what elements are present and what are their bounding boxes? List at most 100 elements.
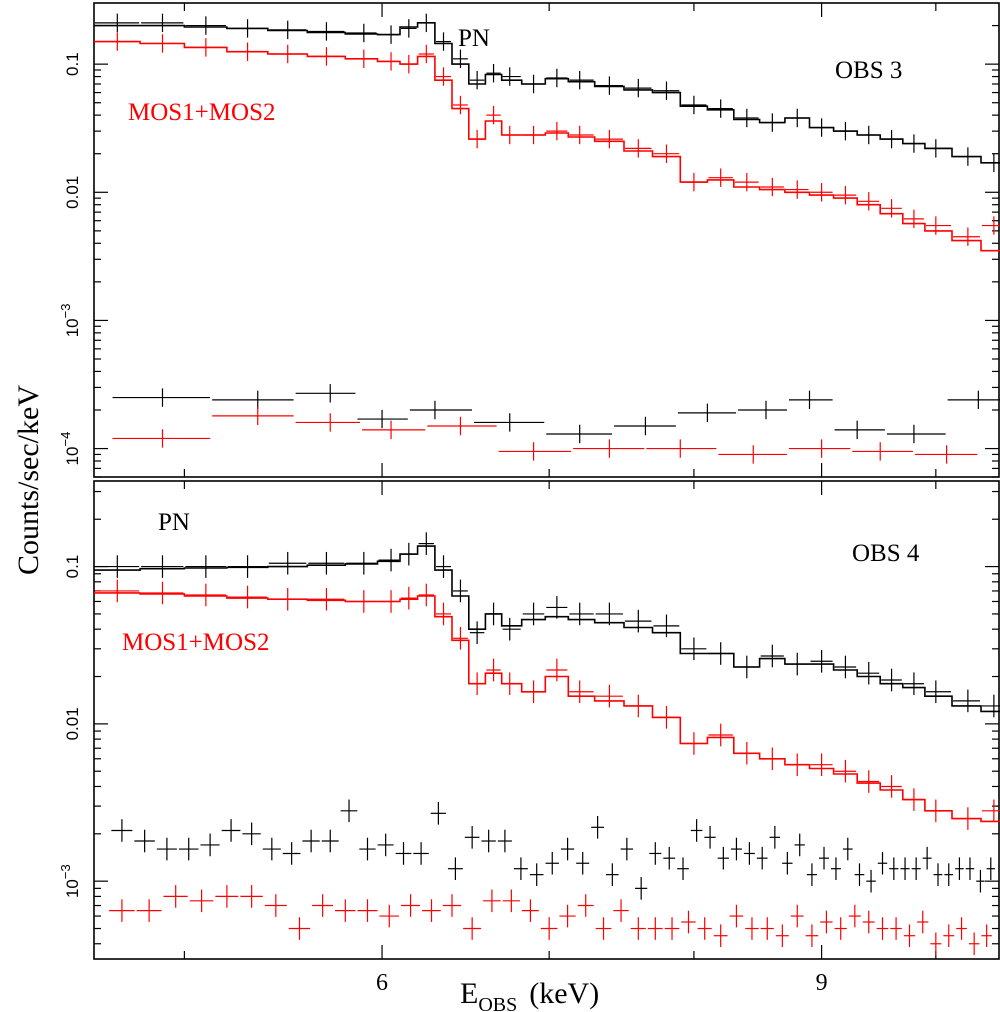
- data-point: [805, 924, 819, 948]
- data-point: [156, 837, 177, 861]
- data-point: [690, 819, 703, 842]
- data-point: [378, 25, 399, 44]
- data-point: [877, 851, 888, 875]
- data-point: [498, 442, 572, 461]
- data-point: [903, 672, 924, 696]
- data-point: [178, 837, 199, 861]
- data-point: [400, 542, 417, 566]
- data-point: [212, 406, 294, 426]
- data-point: [502, 889, 520, 913]
- data-point: [595, 684, 623, 708]
- y-tick-label: 0.1: [63, 555, 82, 579]
- data-point: [418, 13, 434, 33]
- data-point: [569, 70, 594, 90]
- data-point: [413, 842, 429, 865]
- data-point: [595, 129, 623, 149]
- data-point: [911, 857, 921, 881]
- data-point: [834, 420, 885, 440]
- panel-bottom: 0.1 0.01 10−3 PN MOS1+MOS2 OBS 4: [58, 480, 1000, 960]
- panel-bottom-series: [94, 532, 1000, 956]
- data-point: [576, 851, 590, 875]
- data-point: [242, 822, 261, 846]
- data-point: [302, 829, 320, 853]
- data-point: [418, 44, 434, 64]
- data-point: [112, 429, 211, 448]
- data-point: [624, 78, 652, 98]
- data-point: [569, 680, 594, 704]
- series-pn-background: [112, 384, 1000, 444]
- data-point: [227, 585, 267, 609]
- data-point: [308, 22, 345, 41]
- data-point: [185, 16, 226, 35]
- data-point: [858, 770, 880, 793]
- data-point: [95, 579, 140, 603]
- data-point: [95, 555, 140, 578]
- x-axis-label: EOBS (keV): [460, 977, 599, 1012]
- panel-top-label-mos: MOS1+MOS2: [128, 99, 275, 126]
- data-point: [981, 694, 1000, 718]
- data-point: [464, 826, 480, 849]
- data-point: [400, 19, 417, 38]
- data-point: [681, 172, 707, 192]
- data-point: [952, 227, 980, 246]
- data-point: [858, 661, 880, 685]
- data-point: [569, 602, 594, 626]
- data-point: [760, 747, 784, 771]
- data-point: [185, 38, 226, 57]
- data-point: [357, 409, 408, 429]
- data-point: [400, 894, 421, 917]
- data-point: [418, 532, 434, 555]
- data-point: [268, 587, 307, 611]
- data-point: [463, 917, 482, 940]
- data-point: [756, 846, 768, 870]
- data-point: [573, 439, 645, 458]
- data-point: [620, 837, 634, 861]
- data-point: [546, 424, 613, 444]
- data-point: [469, 621, 485, 644]
- data-point: [435, 555, 452, 578]
- data-point: [881, 775, 902, 798]
- data-point: [312, 894, 334, 917]
- data-point: [848, 904, 861, 928]
- data-point: [917, 910, 929, 934]
- data-point: [649, 842, 662, 865]
- data-point: [395, 842, 412, 865]
- data-point: [653, 81, 680, 100]
- data-point: [713, 924, 728, 948]
- data-point: [876, 917, 889, 940]
- data-point: [981, 924, 992, 948]
- panel-top-frame: [93, 2, 1000, 478]
- data-point: [968, 932, 980, 956]
- data-point: [486, 63, 501, 83]
- data-point: [486, 658, 501, 682]
- data-point: [734, 108, 759, 128]
- data-point: [955, 857, 964, 881]
- data-point: [729, 904, 744, 928]
- data-point: [831, 857, 841, 881]
- data-point: [295, 413, 361, 432]
- x-tick-label: 6: [376, 970, 388, 996]
- data-point: [141, 581, 184, 605]
- data-point: [810, 183, 833, 202]
- data-point: [914, 445, 978, 464]
- series-pn: [94, 13, 1000, 172]
- data-point: [212, 390, 294, 410]
- y-tick-label-base: 10: [63, 879, 82, 898]
- data-point: [956, 917, 967, 940]
- x-axis-label-main: E: [460, 977, 478, 1010]
- data-point: [981, 153, 1000, 172]
- data-point: [646, 439, 717, 458]
- data-point: [308, 587, 345, 611]
- data-point: [734, 172, 759, 192]
- y-tick-label-base: 0.01: [63, 707, 82, 740]
- data-point: [577, 894, 594, 917]
- data-point: [925, 799, 951, 823]
- x-axis-label-sub: OBS: [478, 994, 517, 1012]
- data-point: [447, 857, 463, 881]
- data-point: [677, 857, 689, 881]
- data-point: [483, 889, 501, 913]
- data-point: [852, 442, 913, 461]
- data-point: [591, 815, 605, 839]
